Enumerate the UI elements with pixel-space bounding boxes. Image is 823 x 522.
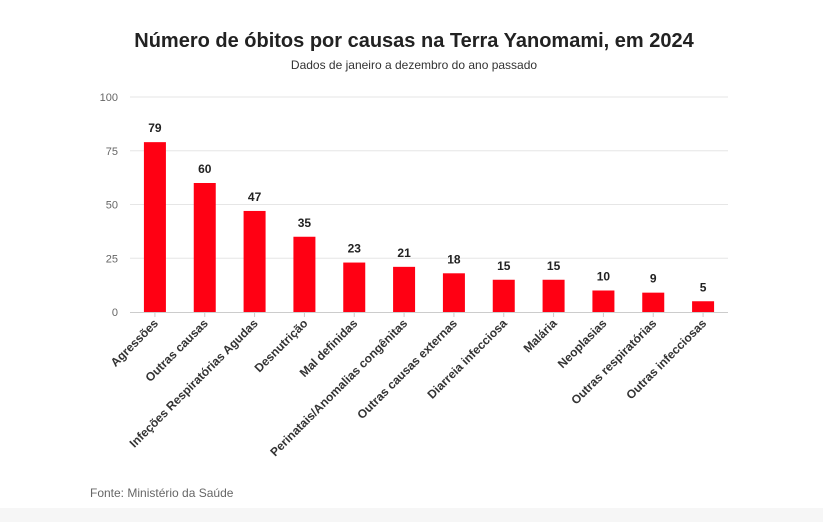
source-note: Fonte: Ministério da Saúde bbox=[90, 486, 234, 500]
bar bbox=[492, 279, 515, 312]
y-tick-label: 100 bbox=[100, 92, 118, 104]
x-axis bbox=[130, 312, 728, 317]
data-label: 35 bbox=[298, 216, 312, 230]
value-labels: 79 60 47 35 23 21 18 15 15 10 9 5 bbox=[148, 121, 707, 294]
x-tick-label: Agressões bbox=[108, 316, 162, 370]
data-label: 15 bbox=[547, 259, 561, 273]
bar bbox=[442, 273, 465, 312]
data-label: 15 bbox=[497, 259, 511, 273]
data-label: 21 bbox=[397, 246, 411, 260]
bar bbox=[393, 266, 416, 312]
y-tick-label: 75 bbox=[106, 146, 118, 158]
y-tick-label: 0 bbox=[112, 307, 118, 319]
data-label: 23 bbox=[348, 242, 362, 256]
data-label: 18 bbox=[447, 252, 461, 266]
data-label: 47 bbox=[248, 190, 262, 204]
x-tick-label: Neoplasias bbox=[555, 316, 610, 371]
bar bbox=[143, 142, 166, 312]
bar bbox=[592, 290, 615, 312]
chart-title: Número de óbitos por causas na Terra Yan… bbox=[134, 30, 694, 52]
gridlines bbox=[130, 96, 728, 259]
bar bbox=[343, 262, 366, 312]
data-label: 10 bbox=[597, 270, 611, 284]
x-tick-label: Outras causas externas bbox=[354, 316, 460, 422]
bar bbox=[542, 279, 565, 312]
y-axis-ticks: 0 25 50 75 100 bbox=[100, 92, 118, 319]
bar bbox=[692, 301, 715, 312]
data-label: 60 bbox=[198, 162, 212, 176]
x-tick-label: Outras respiratórias bbox=[568, 316, 659, 407]
y-tick-label: 25 bbox=[106, 253, 118, 265]
bar bbox=[243, 210, 266, 312]
bar bbox=[642, 292, 665, 312]
y-tick-label: 50 bbox=[106, 200, 118, 212]
bar bbox=[193, 183, 216, 312]
data-label: 79 bbox=[148, 121, 162, 135]
data-label: 5 bbox=[700, 280, 707, 294]
data-label: 9 bbox=[650, 272, 657, 286]
chart-subtitle: Dados de janeiro a dezembro do ano passa… bbox=[291, 58, 537, 72]
bar bbox=[293, 236, 316, 312]
x-tick-label: Malária bbox=[521, 316, 560, 355]
bars bbox=[143, 142, 715, 312]
bottom-band bbox=[0, 508, 823, 522]
